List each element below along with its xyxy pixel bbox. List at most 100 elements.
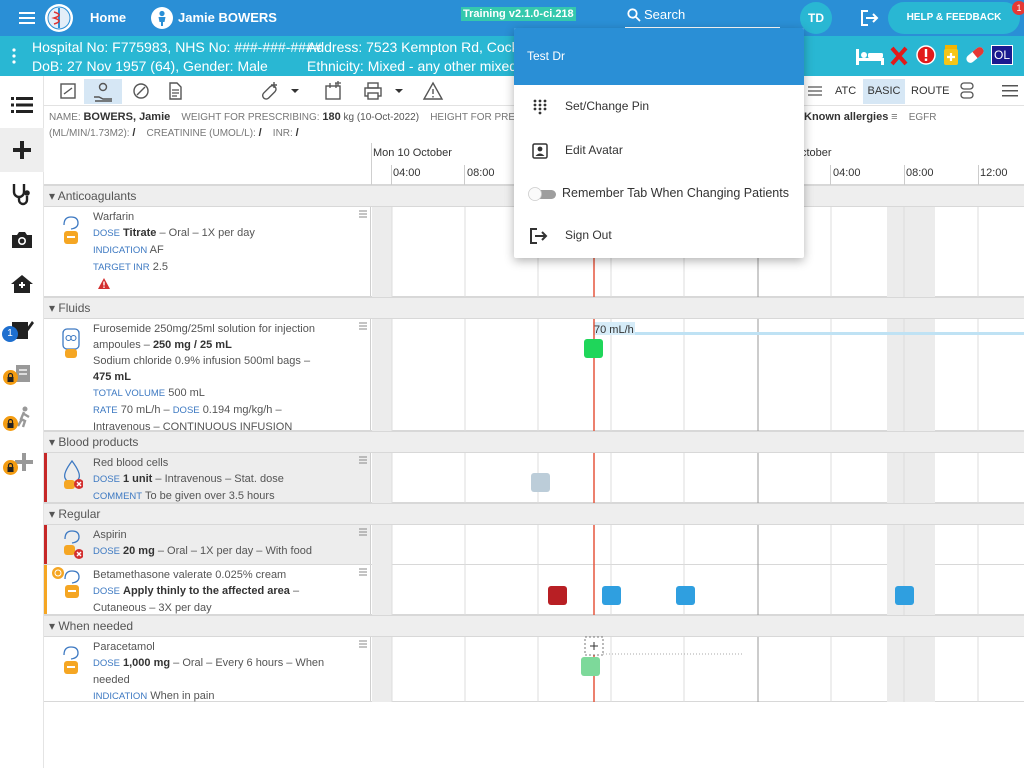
hand-pill-icon (92, 81, 114, 103)
dose-marker-missed[interactable] (548, 586, 567, 605)
known-allergies[interactable]: Known allergies (804, 111, 889, 123)
patient-name[interactable]: Jamie BOWERS (178, 10, 277, 25)
target-inr-key: TARGET INR (93, 262, 150, 273)
section-label: Regular (58, 507, 101, 521)
patient-banner: Hospital No: F775983, NHS No: ###-###-##… (0, 36, 1024, 76)
left-navigation: 1 (0, 76, 44, 768)
comment-key: COMMENT (93, 491, 143, 502)
document-icon[interactable] (164, 80, 186, 102)
edit-avatar-item[interactable]: Edit Avatar (514, 133, 804, 169)
creatinine-label: CREATININE (UMOL/L): (146, 128, 256, 139)
row-menu-icon[interactable] (358, 567, 368, 577)
print-icon[interactable] (362, 80, 384, 102)
inr-label: INR: (272, 128, 293, 139)
sign-out-icon[interactable] (860, 9, 880, 27)
add-button[interactable] (0, 128, 44, 172)
infusion-icon (60, 327, 82, 359)
infusion-start-marker[interactable] (584, 339, 603, 358)
set-change-pin-item[interactable]: Set/Change Pin (514, 89, 804, 125)
camera-icon[interactable] (11, 231, 33, 249)
warning-exclamation-icon[interactable] (916, 45, 936, 65)
row-menu-icon[interactable] (358, 527, 368, 537)
help-feedback-button[interactable]: HELP & FEEDBACK (888, 2, 1020, 34)
row-menu-icon[interactable] (358, 455, 368, 465)
warning-triangle-icon[interactable] (422, 80, 444, 102)
calendar-icon[interactable] (322, 80, 344, 102)
weight-date: kg (10-Oct-2022) (343, 112, 420, 123)
creatinine-value: / (258, 127, 262, 139)
dose-key: DOSE (93, 474, 120, 485)
hamburger-menu-icon[interactable] (18, 10, 36, 26)
med-row-betamethasone[interactable]: Betamethasone valerate 0.025% cream DOSE… (44, 565, 1024, 615)
med-row-aspirin[interactable]: Aspirin DOSE 20 mg – Oral – 1X per day –… (44, 525, 1024, 565)
infusion-bar[interactable] (594, 332, 1024, 335)
dose-details: – Intravenous – Stat. dose (155, 473, 284, 485)
warning-triangle-red-icon[interactable] (97, 277, 111, 290)
chevron-down-icon[interactable] (392, 80, 406, 102)
atc-tab[interactable]: ATC (835, 85, 857, 97)
med-name: Warfarin (93, 211, 135, 223)
time-tick: 08:00 (467, 167, 495, 179)
chart-view-icon[interactable] (57, 80, 79, 102)
section-regular[interactable]: ▾ Regular (44, 503, 1024, 525)
keypad-icon (533, 99, 547, 115)
list-icon[interactable] (11, 96, 33, 114)
plus-icon (12, 140, 32, 160)
section-when-needed[interactable]: ▾ When needed (44, 615, 1024, 637)
row-menu-icon[interactable] (358, 209, 368, 219)
user-avatar[interactable]: TD (800, 2, 832, 34)
dose-key: DOSE (93, 228, 120, 239)
dose-marker[interactable] (602, 586, 621, 605)
med-row-red-blood-cells[interactable]: Red blood cells DOSE 1 unit – Intravenou… (44, 453, 1024, 503)
more-vertical-icon[interactable] (12, 48, 16, 64)
infusion-rate-label: 70 mL/h (594, 324, 634, 336)
route-line: Intravenous – CONTINUOUS INFUSION (93, 421, 293, 433)
tick-line (391, 165, 392, 185)
add-medication-icon[interactable] (258, 80, 280, 102)
name-label: NAME: (49, 112, 81, 123)
dose-marker-pending[interactable] (531, 473, 550, 492)
med-row-paracetamol[interactable]: Paracetamol DOSE 1,000 mg – Oral – Every… (44, 637, 1024, 702)
avatar-card-icon (532, 143, 548, 159)
red-cross-alert-icon[interactable] (890, 46, 908, 66)
prn-dose-marker[interactable] (581, 657, 600, 676)
tick-line (464, 165, 465, 185)
row-menu-icon[interactable] (358, 639, 368, 649)
patient-dob: DoB: 27 Nov 1957 (64), Gender: Male (32, 58, 268, 74)
list-view-icon[interactable] (804, 80, 826, 102)
hand-view-button[interactable] (84, 79, 122, 104)
oral-medication-icon (61, 529, 83, 561)
chevron-down-icon[interactable] (288, 80, 302, 102)
sign-out-item[interactable]: Sign Out (514, 218, 804, 254)
lock-icon (3, 416, 18, 431)
search-input[interactable]: Search (625, 5, 780, 28)
route-tab[interactable]: ROUTE (911, 85, 950, 97)
med-details: Furosemide 250mg/25ml solution for injec… (44, 319, 371, 433)
basic-tab[interactable]: BASIC (863, 79, 905, 104)
remember-tab-toggle[interactable] (527, 187, 557, 201)
bed-icon[interactable] (855, 45, 885, 67)
weight-value[interactable]: 180 (322, 111, 341, 123)
ol-badge[interactable]: OL (991, 45, 1013, 65)
dose-marker[interactable] (676, 586, 695, 605)
medication-bottle-icon[interactable] (942, 44, 960, 66)
compass-icon[interactable] (130, 80, 152, 102)
stethoscope-icon[interactable] (10, 182, 32, 206)
section-fluids[interactable]: ▾ Fluids (44, 297, 1024, 319)
blood-drop-icon (61, 458, 83, 490)
remember-tab-item[interactable]: Remember Tab When Changing Patients (514, 176, 804, 212)
capsules-icon[interactable] (956, 80, 978, 102)
dose-marker[interactable] (895, 586, 914, 605)
menu-icon[interactable] (1000, 82, 1020, 100)
pill-capsule-icon[interactable] (964, 45, 986, 65)
row-menu-icon[interactable] (358, 321, 368, 331)
user-dropdown-menu: Test Dr Set/Change Pin Edit Avatar Remem… (514, 28, 804, 258)
med-name: Betamethasone valerate 0.025% cream (93, 569, 287, 581)
drug-amount: 475 mL (93, 371, 131, 383)
total-volume-key: TOTAL VOLUME (93, 388, 166, 399)
dose-value: 0.194 mg/kg/h – (202, 404, 282, 416)
section-blood-products[interactable]: ▾ Blood products (44, 431, 1024, 453)
home-link[interactable]: Home (90, 10, 127, 25)
med-row-fluids[interactable]: Furosemide 250mg/25ml solution for injec… (44, 319, 1024, 433)
home-ward-icon[interactable] (10, 274, 34, 294)
